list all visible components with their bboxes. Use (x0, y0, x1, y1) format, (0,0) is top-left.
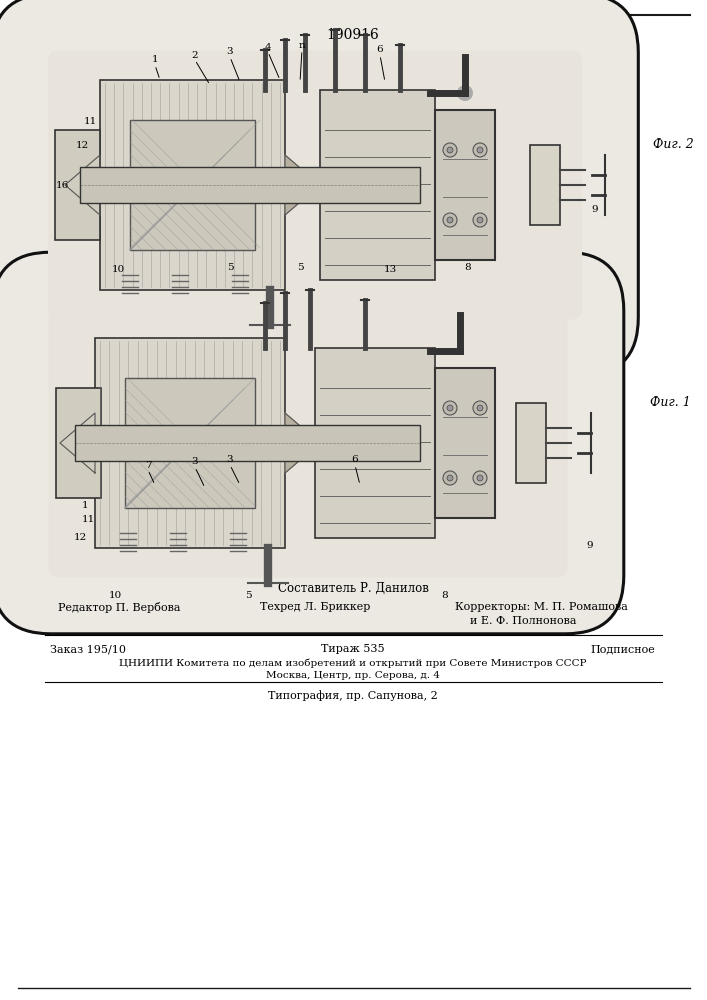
Text: 5: 5 (245, 591, 251, 600)
Bar (80, 167, 420, 203)
FancyBboxPatch shape (48, 50, 582, 320)
Circle shape (447, 475, 453, 481)
Text: 3: 3 (227, 47, 233, 56)
Text: 8: 8 (464, 263, 472, 272)
Bar (435, 110, 495, 260)
Circle shape (477, 405, 483, 411)
Circle shape (477, 475, 483, 481)
Text: 8: 8 (442, 590, 448, 599)
Text: Составитель Р. Данилов: Составитель Р. Данилов (278, 582, 428, 595)
Circle shape (443, 143, 457, 157)
Text: Тираж 535: Тираж 535 (321, 644, 385, 654)
Text: n: n (298, 40, 305, 49)
Circle shape (447, 217, 453, 223)
FancyBboxPatch shape (49, 308, 568, 578)
Text: 9: 9 (592, 206, 598, 215)
Circle shape (443, 471, 457, 485)
Text: Подписное: Подписное (590, 644, 655, 654)
Text: Заказ 195/10: Заказ 195/10 (50, 644, 126, 654)
Polygon shape (65, 155, 100, 215)
FancyBboxPatch shape (0, 0, 638, 376)
Text: 10: 10 (108, 590, 122, 599)
Circle shape (443, 213, 457, 227)
Text: 190916: 190916 (327, 28, 380, 42)
Text: и Е. Ф. Полнонова: и Е. Ф. Полнонова (470, 616, 576, 626)
Bar (125, 378, 255, 508)
Text: ЦНИИПИ Комитета по делам изобретений и открытий при Совете Министров СССР: ЦНИИПИ Комитета по делам изобретений и о… (119, 658, 587, 668)
Text: 6: 6 (377, 45, 383, 54)
Text: Редактор П. Вербова: Редактор П. Вербова (58, 602, 180, 613)
Text: 11: 11 (83, 117, 97, 126)
Text: 3: 3 (192, 458, 198, 466)
Text: 2: 2 (192, 50, 198, 60)
Bar (55, 130, 100, 240)
FancyBboxPatch shape (0, 252, 624, 634)
Circle shape (477, 147, 483, 153)
Text: 4: 4 (264, 42, 271, 51)
Circle shape (443, 401, 457, 415)
Text: 1: 1 (152, 55, 158, 64)
Bar (515, 403, 546, 483)
Text: 13: 13 (383, 265, 397, 274)
Text: Техред Л. Бриккер: Техред Л. Бриккер (260, 602, 370, 612)
Text: 9: 9 (587, 540, 593, 550)
Text: 12: 12 (76, 140, 88, 149)
Bar (75, 425, 420, 461)
Text: 10: 10 (112, 265, 124, 274)
Text: 5: 5 (297, 263, 303, 272)
Circle shape (473, 213, 487, 227)
Bar (130, 120, 255, 250)
Bar (435, 368, 495, 518)
Text: 6: 6 (351, 456, 358, 464)
Circle shape (473, 143, 487, 157)
Text: Москва, Центр, пр. Серова, д. 4: Москва, Центр, пр. Серова, д. 4 (266, 671, 440, 680)
Circle shape (447, 147, 453, 153)
Circle shape (477, 217, 483, 223)
Bar (56, 388, 100, 498)
Circle shape (473, 401, 487, 415)
Text: Фиг. 1: Фиг. 1 (650, 396, 691, 410)
Polygon shape (60, 413, 95, 473)
Polygon shape (285, 155, 320, 215)
Bar (95, 338, 285, 548)
Text: 12: 12 (74, 534, 87, 542)
Text: Фиг. 2: Фиг. 2 (653, 138, 694, 151)
Bar (320, 90, 435, 280)
Circle shape (457, 85, 473, 101)
Text: 5: 5 (227, 263, 233, 272)
Text: 16: 16 (55, 180, 69, 190)
Text: 7: 7 (145, 460, 151, 470)
Bar (315, 348, 435, 538)
Text: 11: 11 (81, 516, 95, 524)
Text: 1: 1 (82, 500, 88, 510)
Bar (100, 80, 285, 290)
Text: 3: 3 (227, 456, 233, 464)
Polygon shape (285, 413, 320, 473)
Text: Типография, пр. Сапунова, 2: Типография, пр. Сапунова, 2 (268, 690, 438, 701)
Text: Корректоры: М. П. Ромашова: Корректоры: М. П. Ромашова (455, 602, 628, 612)
Circle shape (447, 405, 453, 411)
Bar (530, 145, 560, 225)
Circle shape (473, 471, 487, 485)
